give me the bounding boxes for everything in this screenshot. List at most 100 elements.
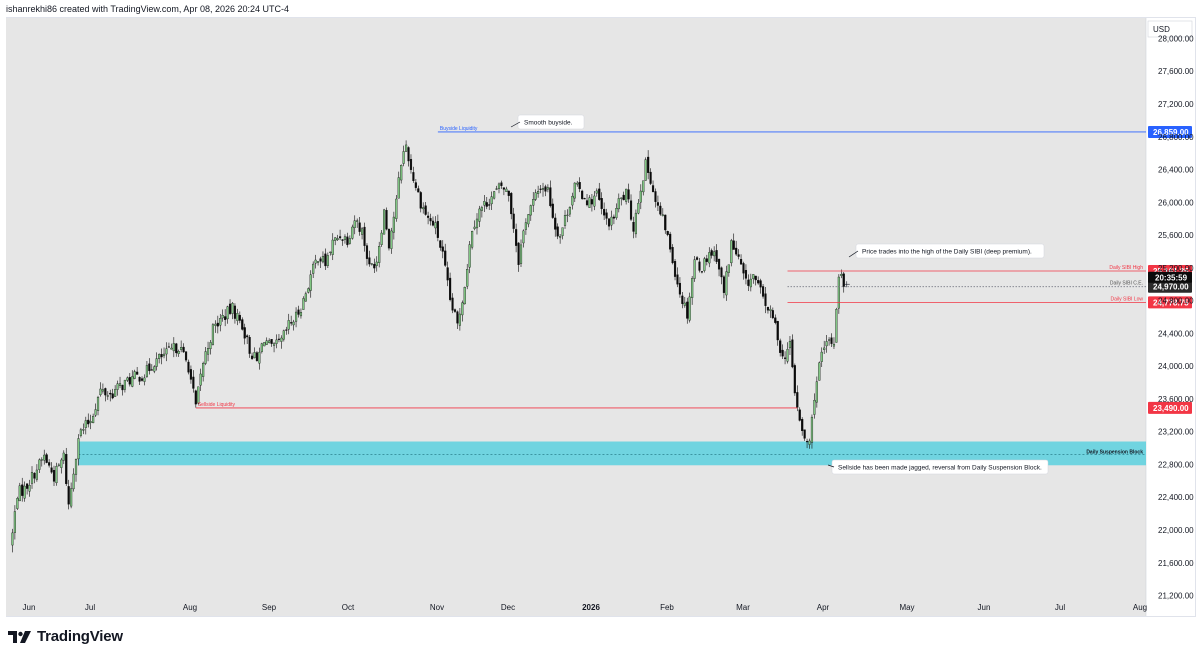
candle-body xyxy=(551,203,554,218)
annotation-box[interactable] xyxy=(517,114,585,130)
candle-body xyxy=(522,230,525,244)
time-tick-label: Dec xyxy=(501,603,515,612)
candle-body xyxy=(87,419,90,425)
time-tick-label: May xyxy=(899,603,914,612)
candle-body xyxy=(776,320,779,341)
candle-body xyxy=(375,261,378,266)
candle-body xyxy=(326,255,329,266)
candle-body xyxy=(485,202,488,207)
candle-body xyxy=(544,186,547,192)
price-tick-label: 22,400.00 xyxy=(1158,493,1194,502)
candle-body xyxy=(241,319,244,330)
candle-body xyxy=(478,208,481,222)
time-tick-label: Feb xyxy=(660,603,674,612)
time-tick-label: Jun xyxy=(978,603,991,612)
price-tick-label: 22,800.00 xyxy=(1158,460,1194,469)
candle-body xyxy=(383,209,386,235)
tradingview-logo[interactable]: TradingView xyxy=(8,628,123,645)
candle-body xyxy=(793,365,796,394)
candle-body xyxy=(255,352,259,361)
candle-body xyxy=(527,214,530,225)
candle-body xyxy=(363,226,366,246)
candle-body xyxy=(810,416,814,443)
candle-body xyxy=(798,409,801,421)
countdown-badge xyxy=(1148,271,1192,283)
candle-body xyxy=(676,274,679,285)
candle-body xyxy=(114,389,117,397)
candle-body xyxy=(823,347,826,350)
candle-body xyxy=(270,339,273,344)
candle-body xyxy=(407,147,410,162)
candle-body xyxy=(370,263,373,265)
candle-body xyxy=(45,454,48,463)
candle-body xyxy=(182,346,185,353)
price-tick-label: 25,200.00 xyxy=(1158,264,1194,273)
candle-body xyxy=(764,293,767,306)
candle-body xyxy=(634,212,637,235)
candle-body xyxy=(732,240,735,250)
candle-body xyxy=(356,220,359,222)
annotation-box[interactable] xyxy=(831,459,1049,475)
candle-body xyxy=(346,236,349,246)
candle-body xyxy=(840,274,843,276)
level-label: Daily SIBI High xyxy=(1109,265,1143,271)
candle-body xyxy=(336,238,339,241)
candle-body xyxy=(524,222,527,230)
candle-body xyxy=(365,245,369,259)
candle-body xyxy=(510,193,513,215)
candle-body xyxy=(644,159,647,181)
candle-body xyxy=(698,261,701,271)
candle-body xyxy=(615,208,618,219)
candle-body xyxy=(449,277,452,300)
candle-body xyxy=(566,214,569,216)
candle-body xyxy=(761,286,765,297)
candle-body xyxy=(111,393,114,399)
candle-body xyxy=(505,188,508,192)
candle-body xyxy=(747,279,750,286)
candle-body xyxy=(48,462,51,466)
candle-body xyxy=(593,195,596,207)
candle-body xyxy=(825,341,828,347)
annotation-arrow xyxy=(827,464,835,468)
candle-body xyxy=(796,392,799,408)
price-tick-label: 24,800.00 xyxy=(1158,297,1194,306)
candle-body xyxy=(334,237,337,241)
currency-label: USD xyxy=(1153,25,1170,34)
candle-body xyxy=(507,190,510,196)
candle-body xyxy=(402,151,405,164)
candle-body xyxy=(155,358,158,367)
candle-body xyxy=(537,191,540,194)
candle-body xyxy=(585,200,589,206)
candle-body xyxy=(713,251,716,257)
candle-body xyxy=(319,258,322,262)
candle-body xyxy=(693,259,696,279)
candle-body xyxy=(669,233,672,250)
candle-body xyxy=(285,329,288,331)
candle-body xyxy=(268,340,271,343)
candle-body xyxy=(162,353,166,357)
candle-body xyxy=(813,399,816,415)
annotation-box[interactable] xyxy=(855,243,1045,259)
candle-body xyxy=(539,188,542,190)
candle-body xyxy=(192,376,195,389)
candle-body xyxy=(754,275,757,281)
price-tick-label: 23,200.00 xyxy=(1158,428,1194,437)
candle-body xyxy=(576,182,579,185)
time-tick-label: Apr xyxy=(817,603,830,612)
price-tick-label: 24,000.00 xyxy=(1158,362,1194,371)
candle-body xyxy=(373,263,376,269)
candle-body xyxy=(717,259,721,270)
plot-background xyxy=(6,18,1146,616)
time-tick-label: Sep xyxy=(262,603,277,612)
candle-body xyxy=(38,459,41,470)
price-chart[interactable]: USD Daily Suspension Block Buyside Liqui… xyxy=(6,18,1195,616)
candle-body xyxy=(480,207,483,211)
candle-body xyxy=(175,343,178,354)
candle-body xyxy=(727,264,730,273)
candle-body xyxy=(77,438,80,460)
candle-body xyxy=(395,198,398,219)
candle-body xyxy=(532,199,535,206)
candle-body xyxy=(473,226,476,229)
candle-body xyxy=(282,330,285,340)
candle-body xyxy=(466,269,469,287)
